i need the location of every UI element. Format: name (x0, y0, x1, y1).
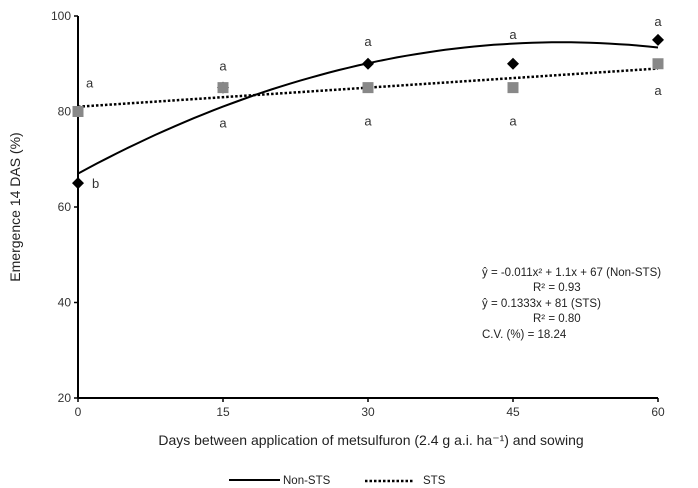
point-non-sts (72, 177, 84, 190)
equation-sts: ŷ = 0.1333x + 81 (STS) (482, 298, 601, 310)
x-tick-label: 30 (361, 405, 375, 419)
x-axis-label: Days between application of metsulfuron … (158, 432, 583, 448)
axes: 20 40 60 80 100 0 15 30 45 60 (51, 9, 665, 419)
letter-non-sts: a (509, 27, 517, 42)
letter-non-sts: b (92, 176, 99, 191)
x-tick-label: 60 (651, 405, 665, 419)
letter-non-sts: a (654, 14, 662, 29)
point-non-sts (652, 33, 664, 46)
r2-sts: R² = 0.80 (533, 313, 581, 325)
cv: C.V. (%) = 18.24 (482, 329, 567, 341)
x-tick-label: 45 (506, 405, 520, 419)
significance-letters: b a a a a a a a a a (86, 14, 662, 191)
y-tick-label: 100 (51, 9, 71, 23)
equation-non-sts: ŷ = -0.011x² + 1.1x + 67 (Non-STS) (482, 267, 661, 279)
legend: Non-STS STS (229, 475, 446, 487)
point-sts (652, 58, 664, 70)
letter-sts: a (219, 59, 227, 74)
data-points (72, 33, 664, 190)
point-sts (362, 82, 374, 94)
point-sts (72, 106, 84, 117)
x-tick-label: 15 (216, 405, 230, 419)
letter-non-sts: a (219, 116, 227, 131)
letter-non-sts: a (364, 34, 372, 49)
fit-line-sts (77, 67, 659, 108)
letter-sts: a (654, 83, 662, 98)
y-axis-label: Emergence 14 DAS (%) (7, 132, 23, 281)
letter-sts: a (509, 114, 517, 129)
equations: ŷ = -0.011x² + 1.1x + 67 (Non-STS) R² = … (482, 267, 661, 341)
y-tick-label: 80 (58, 105, 72, 119)
y-tick-label: 60 (58, 200, 72, 214)
x-tick-label: 0 (75, 405, 82, 419)
point-sts (217, 82, 229, 94)
point-non-sts (362, 57, 374, 70)
y-tick-label: 20 (58, 391, 72, 405)
r2-non-sts: R² = 0.93 (533, 282, 581, 294)
point-sts (507, 82, 519, 94)
letter-sts: a (364, 114, 372, 129)
legend-label-non-sts: Non-STS (283, 475, 331, 487)
y-tick-label: 40 (58, 296, 72, 310)
point-non-sts (507, 57, 519, 70)
legend-label-sts: STS (423, 475, 446, 487)
letter-sts: a (86, 76, 94, 91)
